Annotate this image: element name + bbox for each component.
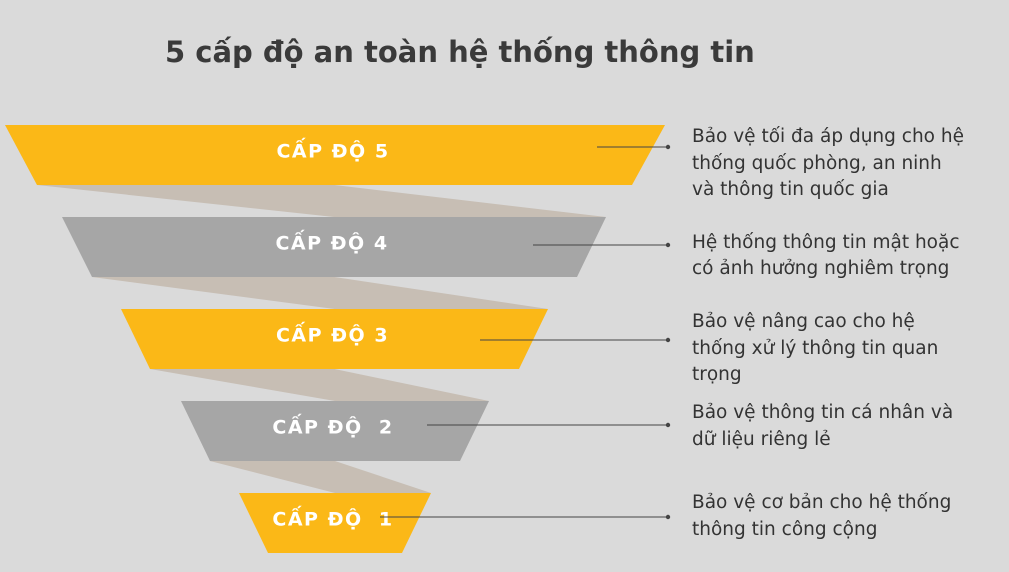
connector-dot [665, 242, 671, 248]
level-description: Hệ thống thông tin mật hoặc [692, 232, 960, 253]
level-label: CẤP ĐỘ 3 [276, 321, 389, 347]
level-description: có ảnh hưởng nghiêm trọng [692, 258, 949, 279]
ribbon [37, 185, 606, 217]
level-label: CẤP ĐỘ 1 [272, 505, 393, 531]
level-label: CẤP ĐỘ 2 [272, 413, 393, 439]
level-description: thống quốc phòng, an ninh [692, 153, 942, 174]
level-description: Bảo vệ thông tin cá nhân và [692, 402, 953, 423]
level-description: Bảo vệ tối đa áp dụng cho hệ [692, 126, 964, 147]
connector-dot [665, 144, 671, 150]
level-label: CẤP ĐỘ 4 [275, 229, 388, 255]
level-label: CẤP ĐỘ 5 [276, 137, 389, 163]
ribbon [150, 369, 489, 401]
level-shape [239, 493, 431, 553]
level-shape [5, 125, 665, 185]
level-description: dữ liệu riêng lẻ [692, 429, 831, 450]
level-description: Bảo vệ nâng cao cho hệ [692, 311, 915, 332]
level-description: thống xử lý thông tin quan [692, 338, 938, 359]
level-description: thông tin công cộng [692, 519, 877, 540]
level-description: và thông tin quốc gia [692, 179, 889, 200]
level-shape [181, 401, 489, 461]
ribbon [210, 461, 431, 493]
connector-dot [665, 422, 671, 428]
level-shape [121, 309, 548, 369]
connector-dot [665, 337, 671, 343]
title: 5 cấp độ an toàn hệ thống thông tin [165, 35, 755, 69]
level-description: Bảo vệ cơ bản cho hệ thống [692, 492, 951, 513]
ribbon [92, 277, 548, 309]
connector-dot [665, 514, 671, 520]
level-description: trọng [692, 364, 742, 385]
level-shape [62, 217, 606, 277]
